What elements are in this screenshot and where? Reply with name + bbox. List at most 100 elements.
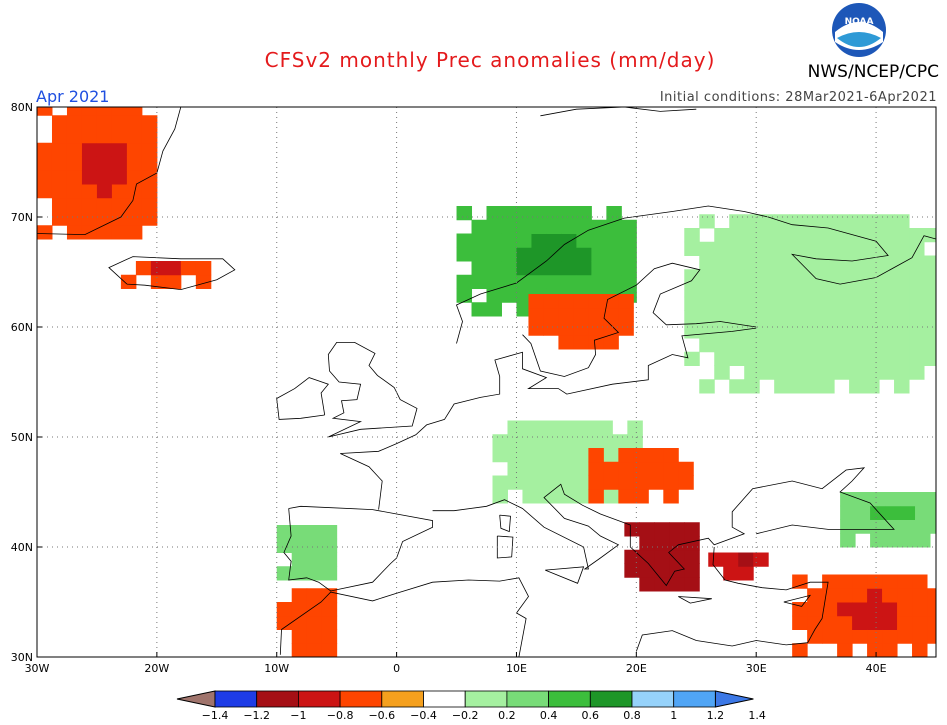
anomaly-cell	[567, 461, 583, 476]
anomaly-cell	[126, 211, 143, 226]
anomaly-cell	[822, 574, 838, 589]
anomaly-cell	[894, 255, 910, 270]
anomaly-cell	[912, 615, 928, 630]
anomaly-cell	[834, 310, 850, 325]
anomaly-cell	[606, 206, 622, 221]
anomaly-cell	[486, 261, 502, 276]
anomaly-cell	[501, 233, 517, 248]
anomaly-cell	[558, 335, 574, 350]
anomaly-cell	[774, 255, 790, 270]
anomaly-cell	[531, 219, 547, 234]
anomaly-cell	[924, 255, 936, 270]
anomaly-cell	[66, 197, 83, 212]
anomaly-cell	[321, 588, 338, 603]
anomaly-cell	[909, 365, 925, 380]
anomaly-cell	[774, 269, 790, 284]
anomaly-cell	[456, 288, 473, 303]
anomaly-cell	[837, 643, 853, 657]
anomaly-cell	[627, 420, 643, 435]
anomaly-cell	[492, 434, 508, 449]
anomaly-cell	[669, 522, 685, 537]
anomaly-cell	[729, 310, 745, 325]
anomaly-cell	[738, 552, 754, 567]
anomaly-cell	[501, 288, 517, 303]
anomaly-cell	[606, 219, 622, 234]
anomaly-cell	[900, 505, 916, 520]
anomaly-cell	[537, 461, 553, 476]
anomaly-cell	[66, 107, 83, 116]
anomaly-cell	[552, 461, 568, 476]
anomaly-cell	[81, 156, 98, 171]
anomaly-cell	[591, 233, 607, 248]
anomaly-cell	[855, 492, 871, 507]
coastline	[283, 505, 433, 592]
anomaly-cell	[699, 283, 715, 298]
anomaly-cell	[789, 365, 805, 380]
colorbar-label: 0.6	[582, 709, 600, 722]
anomaly-cell	[51, 129, 68, 144]
anomaly-cell	[37, 225, 53, 240]
anomaly-cell	[894, 310, 910, 325]
anomaly-cell	[471, 274, 487, 289]
anomaly-cell	[879, 365, 895, 380]
anomaly-cell	[639, 536, 655, 551]
anomaly-cell	[141, 211, 158, 226]
colorbar-label: 0.8	[623, 709, 641, 722]
coastline	[545, 566, 585, 584]
anomaly-cell	[852, 629, 868, 644]
anomaly-cell	[870, 505, 886, 520]
anomaly-cell	[789, 324, 805, 339]
anomaly-cell	[885, 505, 901, 520]
anomaly-cell	[81, 142, 98, 157]
anomaly-cell	[834, 338, 850, 353]
anomaly-cell	[66, 211, 83, 226]
anomaly-cell	[819, 351, 835, 366]
anomaly-cell	[759, 351, 775, 366]
anomaly-cell	[684, 577, 700, 592]
anomaly-cell	[37, 156, 53, 171]
anomaly-cell	[456, 247, 473, 262]
anomaly-cell	[684, 324, 700, 339]
anomaly-cell	[684, 522, 700, 537]
anomaly-cell	[879, 255, 895, 270]
anomaly-cell	[744, 255, 760, 270]
anomaly-cell	[759, 324, 775, 339]
anomaly-cell	[126, 129, 143, 144]
anomaly-cell	[894, 228, 910, 243]
anomaly-cell	[909, 324, 925, 339]
anomaly-cell	[582, 434, 598, 449]
anomaly-cell	[546, 261, 562, 276]
colorbar-swatch	[548, 690, 591, 708]
anomaly-cell	[912, 629, 928, 644]
anomaly-cell	[849, 255, 865, 270]
anomaly-cell	[849, 241, 865, 256]
anomaly-cell	[684, 241, 700, 256]
anomaly-cell	[654, 563, 670, 578]
anomaly-cell	[648, 461, 664, 476]
anomaly-cell	[849, 283, 865, 298]
anomaly-cell	[723, 566, 739, 581]
anomaly-cell	[603, 335, 619, 350]
anomaly-cell	[900, 492, 916, 507]
anomaly-cell	[714, 310, 730, 325]
anomaly-cell	[927, 602, 936, 617]
anomaly-cell	[501, 261, 517, 276]
anomaly-cell	[837, 629, 853, 644]
anomaly-cell	[834, 324, 850, 339]
lon-label: 10W	[264, 662, 289, 675]
anomaly-cell	[678, 461, 694, 476]
anomaly-cell	[471, 261, 487, 276]
anomaly-cell	[759, 255, 775, 270]
coastline	[340, 327, 757, 510]
anomaly-cell	[759, 228, 775, 243]
anomaly-cell	[864, 214, 880, 229]
anomaly-cell	[51, 184, 68, 199]
anomaly-cell	[96, 211, 113, 226]
anomaly-cell	[624, 522, 640, 537]
anomaly-cell	[81, 197, 98, 212]
anomaly-cell	[744, 269, 760, 284]
anomaly-cell	[774, 228, 790, 243]
anomaly-cell	[552, 448, 568, 463]
anomaly-cell	[774, 379, 790, 394]
anomaly-cell	[588, 307, 604, 322]
